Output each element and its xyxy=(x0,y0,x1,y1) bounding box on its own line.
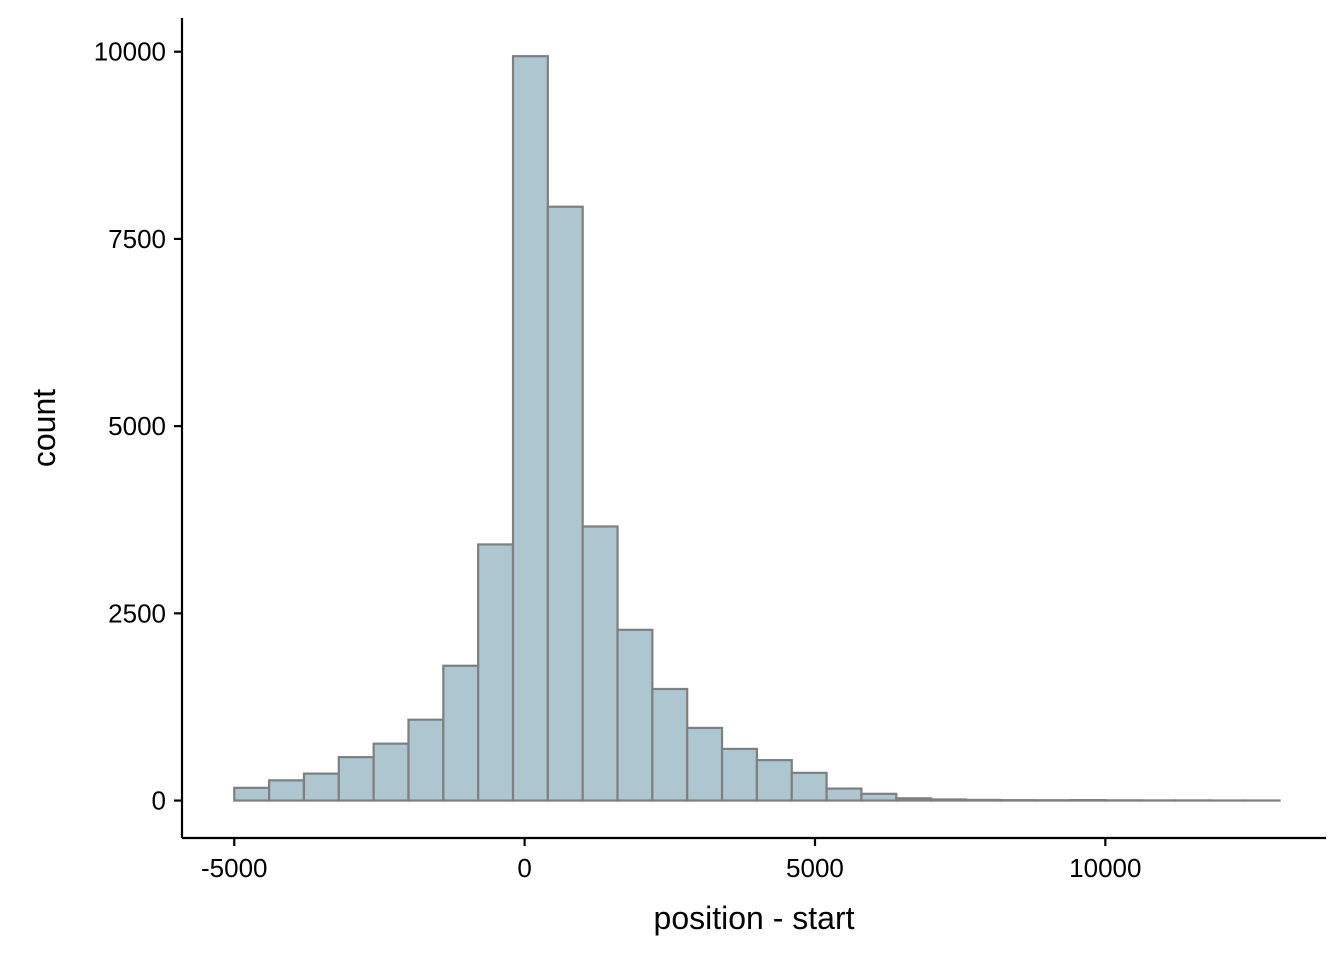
y-axis-ticks: 0 2500 5000 7500 10000 xyxy=(94,37,182,816)
histogram-bar-10 xyxy=(581,525,619,802)
y-tick-label: 2500 xyxy=(108,598,166,628)
histogram-bar-0 xyxy=(233,786,271,802)
histogram-bar-20 xyxy=(930,798,968,802)
y-tick-label: 5000 xyxy=(108,411,166,441)
y-tick-label: 10000 xyxy=(94,37,166,67)
y-tick-label: 7500 xyxy=(108,224,166,254)
x-axis-title: position - start xyxy=(654,900,855,936)
histogram-bar-1 xyxy=(268,779,306,802)
histogram-bars xyxy=(233,55,1281,802)
histogram-bar-18 xyxy=(860,792,898,802)
histogram-bar-11 xyxy=(616,628,654,802)
x-tick-label: 0 xyxy=(517,853,531,883)
x-axis-ticks: -5000 0 5000 10000 xyxy=(201,838,1141,883)
histogram-bar-7 xyxy=(477,543,515,802)
histogram-bar-19 xyxy=(895,797,933,802)
histogram-bar-4 xyxy=(372,742,410,802)
histogram-bar-12 xyxy=(651,687,689,802)
histogram-bar-8 xyxy=(511,55,549,802)
x-tick-label: 10000 xyxy=(1069,853,1141,883)
histogram-bar-5 xyxy=(407,718,445,802)
y-tick-label: 0 xyxy=(152,786,166,816)
histogram-bar-16 xyxy=(790,771,828,802)
histogram-bar-6 xyxy=(442,664,480,802)
histogram-bar-9 xyxy=(546,205,584,802)
histogram-bar-15 xyxy=(755,759,793,802)
y-axis-title: count xyxy=(26,389,62,467)
histogram-bar-3 xyxy=(337,756,375,802)
x-tick-label: -5000 xyxy=(201,853,268,883)
histogram-bar-2 xyxy=(302,772,340,802)
histogram-bar-17 xyxy=(825,787,863,802)
histogram-bar-21 xyxy=(964,798,1002,802)
x-tick-label: 5000 xyxy=(786,853,844,883)
histogram-bar-13 xyxy=(686,726,724,802)
histogram-bar-14 xyxy=(720,747,759,802)
